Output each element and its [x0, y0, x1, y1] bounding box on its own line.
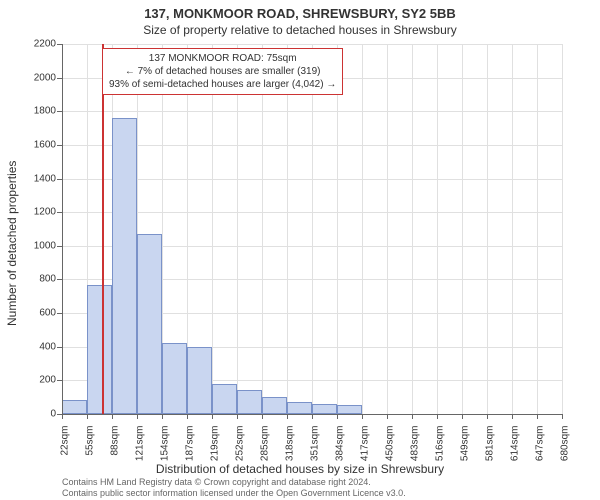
- histogram-bar: [212, 384, 237, 414]
- y-tick-label: 1200: [16, 207, 56, 218]
- annotation-box: 137 MONKMOOR ROAD: 75sqm← 7% of detached…: [102, 48, 343, 95]
- annotation-line: ← 7% of detached houses are smaller (319…: [109, 65, 336, 78]
- gridline-v: [537, 44, 538, 414]
- gridline-v: [312, 44, 313, 414]
- histogram-bar: [312, 404, 337, 414]
- y-tick-label: 1800: [16, 106, 56, 117]
- gridline-v: [237, 44, 238, 414]
- histogram-bar: [237, 390, 262, 414]
- annotation-line: 137 MONKMOOR ROAD: 75sqm: [109, 52, 336, 65]
- footer-attribution: Contains HM Land Registry data © Crown c…: [62, 477, 406, 500]
- y-tick-label: 800: [16, 274, 56, 285]
- histogram-bar: [262, 397, 287, 414]
- y-tick-label: 600: [16, 308, 56, 319]
- histogram-plot: [62, 44, 562, 414]
- y-axis-label: Number of detached properties: [5, 161, 19, 326]
- annotation-line: 93% of semi-detached houses are larger (…: [109, 78, 336, 91]
- gridline-v: [387, 44, 388, 414]
- histogram-bar: [162, 343, 187, 414]
- y-tick-label: 1600: [16, 139, 56, 150]
- marker-line: [102, 44, 104, 414]
- footer-line: Contains public sector information licen…: [62, 488, 406, 499]
- x-tick: [562, 414, 563, 419]
- y-tick-label: 2200: [16, 39, 56, 50]
- gridline-v: [262, 44, 263, 414]
- histogram-bar: [137, 234, 162, 414]
- footer-line: Contains HM Land Registry data © Crown c…: [62, 477, 406, 488]
- x-axis-line: [62, 414, 562, 415]
- histogram-bar: [62, 400, 87, 414]
- histogram-bar: [112, 118, 137, 414]
- gridline-v: [487, 44, 488, 414]
- gridline-v: [512, 44, 513, 414]
- y-tick-label: 400: [16, 341, 56, 352]
- histogram-bar: [337, 405, 362, 414]
- y-axis-line: [62, 44, 63, 414]
- gridline-v: [362, 44, 363, 414]
- gridline-v: [287, 44, 288, 414]
- page-title: 137, MONKMOOR ROAD, SHREWSBURY, SY2 5BB: [0, 0, 600, 21]
- histogram-bar: [287, 402, 312, 414]
- gridline-v: [412, 44, 413, 414]
- y-tick-label: 1400: [16, 173, 56, 184]
- y-tick-label: 1000: [16, 240, 56, 251]
- page-subtitle: Size of property relative to detached ho…: [0, 21, 600, 37]
- histogram-bar: [87, 285, 112, 415]
- y-tick-label: 0: [16, 409, 56, 420]
- gridline-v: [562, 44, 563, 414]
- gridline-v: [437, 44, 438, 414]
- y-tick-label: 2000: [16, 72, 56, 83]
- gridline-v: [337, 44, 338, 414]
- histogram-bar: [187, 347, 211, 414]
- x-axis-label: Distribution of detached houses by size …: [0, 462, 600, 476]
- gridline-v: [212, 44, 213, 414]
- y-tick-label: 200: [16, 375, 56, 386]
- gridline-v: [462, 44, 463, 414]
